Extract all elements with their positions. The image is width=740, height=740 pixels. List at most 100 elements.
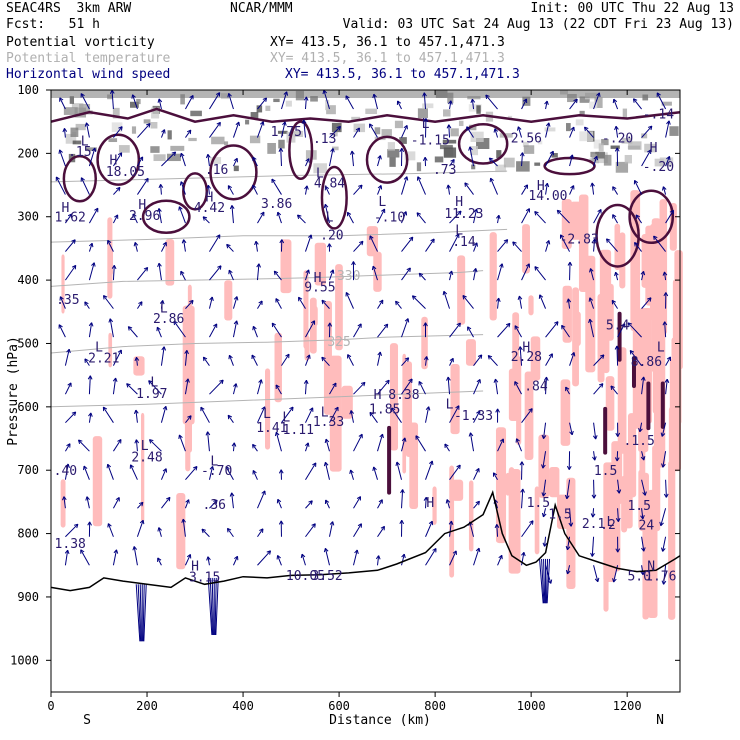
wind-vector — [561, 324, 570, 338]
wind-vector — [641, 536, 646, 552]
wind-vector — [541, 422, 547, 439]
contour-extremum-label: 3.86 — [261, 197, 292, 212]
wind-vector — [112, 152, 123, 167]
y-tick-label: 1000 — [10, 653, 39, 667]
strat-shade-patch — [469, 146, 479, 156]
pv-shade-patch — [528, 295, 534, 316]
contour-extremum-label: H — [314, 271, 322, 286]
strat-shade-patch — [516, 161, 530, 172]
strat-shade-patch — [523, 145, 535, 154]
wind-vector — [209, 234, 221, 252]
wind-vector — [78, 439, 90, 452]
pv-shade-patch — [109, 247, 114, 276]
wind-vector — [559, 234, 571, 252]
wind-vector — [65, 411, 77, 424]
wind-vector — [184, 350, 189, 366]
wind-vector — [329, 382, 337, 395]
pv-shade-patch — [605, 376, 615, 431]
pv-shade-patch — [603, 472, 609, 612]
wind-vector — [423, 356, 429, 366]
strat-shade-patch — [188, 137, 197, 142]
y-tick-label: 300 — [17, 210, 39, 224]
wind-vector — [470, 98, 476, 110]
strat-shade-patch — [210, 157, 222, 165]
wind-vector — [614, 125, 619, 138]
wind-vector — [136, 156, 144, 167]
wind-vector — [300, 553, 306, 566]
wind-vector — [520, 488, 525, 509]
wind-vector — [133, 241, 139, 252]
wind-vector — [178, 434, 186, 452]
contour-extremum-label: 5.0 — [627, 569, 650, 584]
wind-vector — [473, 500, 480, 509]
wind-vector — [516, 126, 523, 138]
pv-shade-patch — [570, 201, 582, 240]
strat-shade-patch — [589, 101, 598, 109]
pv-contour — [62, 154, 98, 203]
wind-vector — [377, 299, 384, 309]
wind-vector — [488, 157, 498, 167]
pv-shade-patch — [421, 316, 428, 370]
strat-shade-patch — [439, 144, 453, 150]
valid-time: Valid: 03 UTC Sat 24 Aug 13 (22 CDT Fri … — [342, 17, 734, 32]
wind-vector — [497, 438, 505, 452]
strat-shade-patch — [601, 138, 609, 146]
x-axis-label: Distance (km) — [329, 713, 431, 728]
contour-extremum-label: H — [138, 198, 146, 213]
pv-shade-patch — [468, 480, 474, 552]
wind-vector — [85, 496, 90, 509]
pv-shade-patch — [133, 356, 145, 376]
wind-vector — [442, 290, 451, 309]
field-xy-pv: XY= 413.5, 36.1 to 457.1,471.3 — [270, 35, 505, 50]
wind-vector — [134, 439, 140, 452]
contour-extremum-label: 2.48 — [131, 450, 162, 465]
pv-shading — [60, 190, 683, 620]
pv-shade-patch — [60, 479, 66, 528]
wind-vector — [209, 265, 222, 281]
strat-shade-patch — [404, 151, 416, 161]
wind-vector — [160, 241, 167, 252]
wind-vector — [178, 206, 186, 224]
contour-extremum-label: 2.28 — [511, 350, 542, 365]
wind-vector — [662, 321, 668, 338]
wind-vector — [517, 295, 523, 309]
strat-shade-patch — [615, 161, 629, 173]
wind-vector — [401, 378, 413, 395]
strat-shade-patch — [641, 133, 648, 139]
wind-vector — [497, 263, 504, 281]
theta-contours: 325 330 — [50, 170, 508, 408]
wind-vector — [227, 185, 234, 195]
wind-vector — [641, 125, 653, 138]
strat-shade-patch — [579, 131, 594, 142]
wind-vector — [448, 270, 454, 281]
contour-extremum-label: 1.85 — [369, 403, 400, 418]
strat-shade-patch — [85, 147, 97, 152]
strat-shade-patch — [389, 157, 396, 167]
strat-shade-patch — [351, 116, 361, 120]
pv-shade-patch — [452, 479, 464, 501]
wind-vector — [80, 549, 90, 566]
wind-vector — [544, 182, 550, 195]
wind-vector — [497, 239, 509, 252]
contour-extremum-label: 1.97 — [136, 387, 167, 402]
wind-vector — [88, 412, 93, 423]
pv-shade-patch — [314, 306, 318, 326]
wind-vector — [377, 155, 382, 167]
pv-shade-patch — [389, 343, 399, 451]
contour-extremum-label: 8.86 — [631, 355, 662, 370]
wind-vector — [663, 292, 669, 309]
wind-vector — [659, 508, 667, 527]
wind-vector — [323, 547, 330, 566]
wind-vector — [157, 98, 163, 110]
wind-vector — [252, 156, 258, 167]
strat-shade-patch — [468, 124, 477, 131]
wind-vector — [345, 292, 354, 309]
contour-extremum-label: L — [210, 455, 218, 470]
strat-shade-patch — [507, 115, 513, 120]
wind-vector — [473, 547, 481, 566]
wind-vector — [541, 508, 547, 518]
strat-shade-patch — [575, 119, 584, 126]
strat-shade-patch — [111, 122, 123, 132]
wind-vector — [663, 479, 669, 498]
wind-vector — [665, 120, 671, 138]
